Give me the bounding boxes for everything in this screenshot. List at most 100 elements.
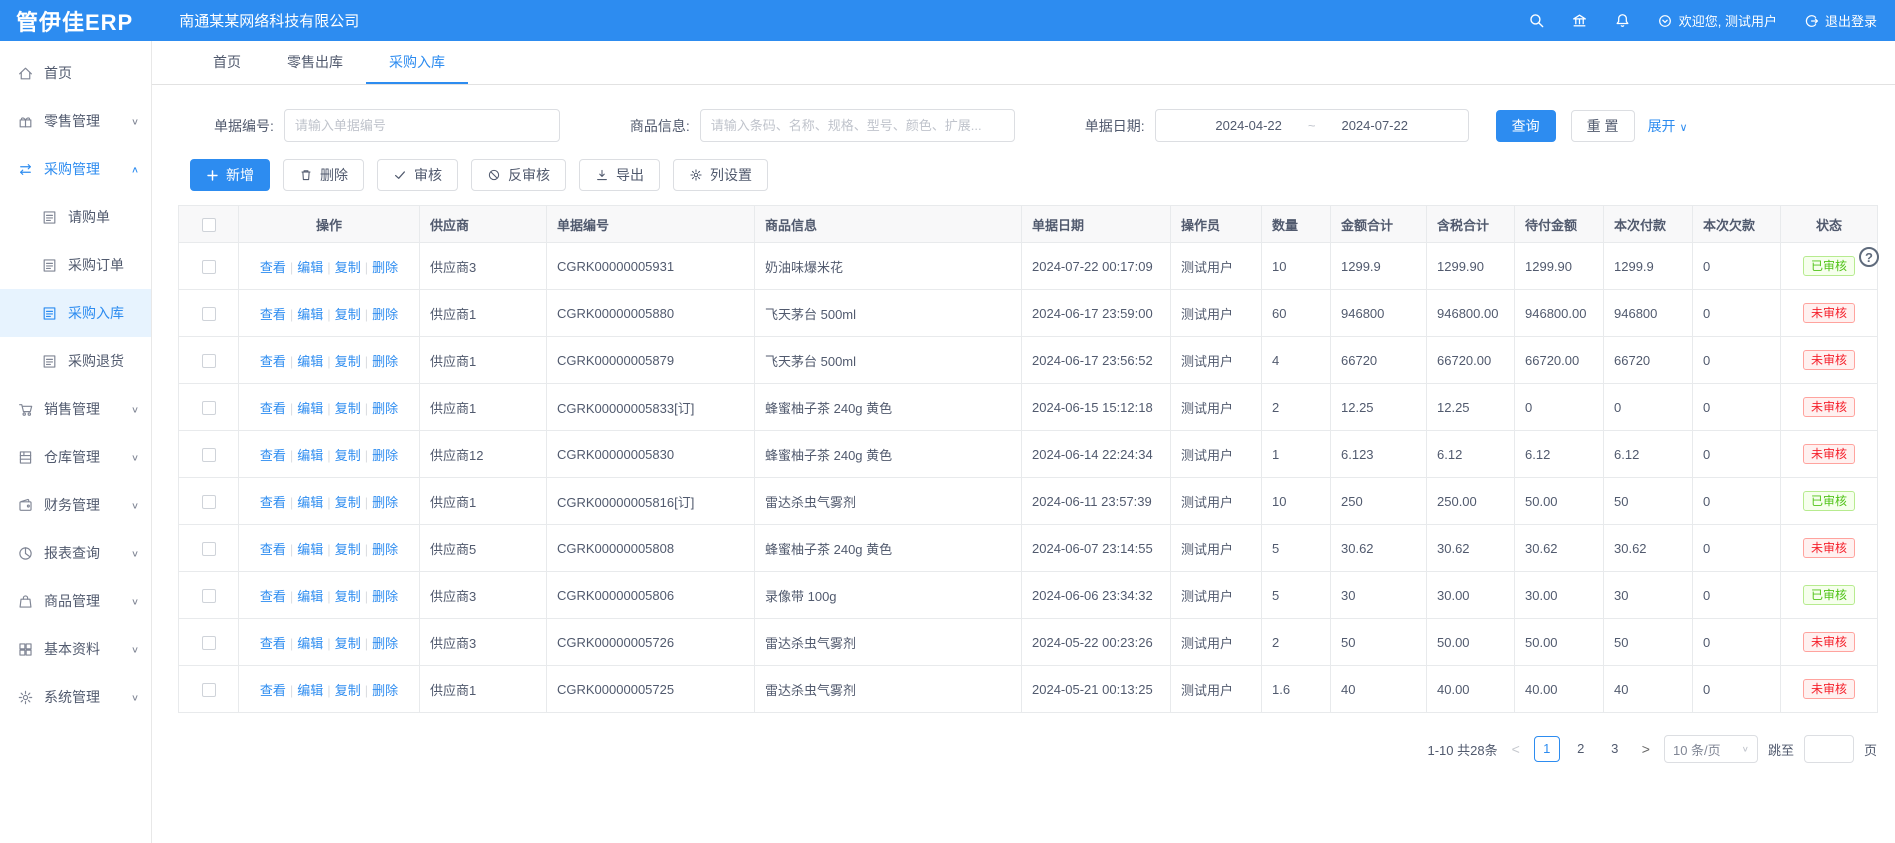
row-checkbox[interactable] — [201, 588, 216, 603]
date-range-picker[interactable]: 2024-04-22 ~ 2024-07-22 — [1154, 109, 1469, 142]
tab-purchase-inbound[interactable]: 采购入库 — [366, 41, 468, 84]
delete-link[interactable]: 删除 — [372, 635, 399, 651]
row-checkbox[interactable] — [201, 494, 216, 509]
page-number-3[interactable]: 3 — [1611, 741, 1619, 756]
edit-link[interactable]: 编辑 — [297, 588, 324, 604]
sidebar-item-finance-management[interactable]: 财务管理 ∨ — [0, 481, 151, 529]
edit-link[interactable]: 编辑 — [297, 682, 324, 698]
sidebar-item-retail-management[interactable]: 零售管理 ∨ — [0, 97, 151, 145]
export-button[interactable]: 导出 — [579, 159, 660, 191]
row-checkbox[interactable] — [201, 541, 216, 556]
edit-link[interactable]: 编辑 — [297, 447, 324, 463]
copy-link[interactable]: 复制 — [334, 447, 361, 463]
delete-link[interactable]: 删除 — [372, 494, 399, 510]
row-checkbox[interactable] — [201, 447, 216, 462]
page-size-select[interactable]: 10 条/页 ∨ — [1663, 735, 1758, 763]
cell-amount: 6.123 — [1330, 430, 1427, 478]
tab-home[interactable]: 首页 — [213, 53, 241, 70]
row-checkbox[interactable] — [201, 353, 216, 368]
sidebar-item-system-management[interactable]: 系统管理 ∨ — [0, 673, 151, 721]
row-checkbox[interactable] — [201, 400, 216, 415]
cell-amount_tax: 66720.00 — [1426, 336, 1515, 384]
delete-button[interactable]: 删除 — [283, 159, 364, 191]
copy-link[interactable]: 复制 — [334, 682, 361, 698]
tab-retail-outbound[interactable]: 零售出库 — [287, 53, 343, 70]
delete-link[interactable]: 删除 — [372, 306, 399, 322]
copy-link[interactable]: 复制 — [334, 541, 361, 557]
view-link[interactable]: 查看 — [259, 353, 286, 369]
search-icon[interactable] — [1528, 12, 1545, 29]
copy-link[interactable]: 复制 — [334, 588, 361, 604]
audit-button[interactable]: 审核 — [377, 159, 458, 191]
view-link[interactable]: 查看 — [259, 306, 286, 322]
view-link[interactable]: 查看 — [259, 588, 286, 604]
delete-link[interactable]: 删除 — [372, 588, 399, 604]
sidebar-item-goods-management[interactable]: 商品管理 ∨ — [0, 577, 151, 625]
view-link[interactable]: 查看 — [259, 447, 286, 463]
cell-operator: 测试用户 — [1170, 618, 1262, 666]
edit-link[interactable]: 编辑 — [297, 306, 324, 322]
add-button[interactable]: 新增 — [190, 159, 270, 191]
view-link[interactable]: 查看 — [259, 635, 286, 651]
copy-link[interactable]: 复制 — [334, 635, 361, 651]
sidebar-item-purchase-management[interactable]: 采购管理 ∧ — [0, 145, 151, 193]
view-link[interactable]: 查看 — [259, 400, 286, 416]
user-menu[interactable]: 欢迎您, 测试用户 — [1657, 11, 1777, 30]
page-number-2[interactable]: 2 — [1577, 741, 1585, 756]
expand-link[interactable]: 展开 ∨ — [1647, 117, 1688, 134]
delete-link[interactable]: 删除 — [372, 400, 399, 416]
edit-link[interactable]: 编辑 — [297, 353, 324, 369]
logout-button[interactable]: 退出登录 — [1803, 11, 1877, 30]
product-info-input[interactable] — [699, 109, 1015, 142]
sidebar-item-report-query[interactable]: 报表查询 ∨ — [0, 529, 151, 577]
date-from[interactable]: 2024-04-22 — [1215, 118, 1282, 133]
select-all-checkbox[interactable] — [201, 217, 216, 232]
date-to[interactable]: 2024-07-22 — [1341, 118, 1408, 133]
sidebar-item-warehouse-management[interactable]: 仓库管理 ∨ — [0, 433, 151, 481]
bell-icon[interactable] — [1614, 12, 1631, 29]
copy-link[interactable]: 复制 — [334, 306, 361, 322]
delete-link[interactable]: 删除 — [372, 353, 399, 369]
cell-date: 2024-05-21 00:13:25 — [1021, 665, 1171, 713]
prev-page-arrow[interactable]: < — [1511, 741, 1520, 757]
page-number-1[interactable]: 1 — [1533, 736, 1560, 762]
row-checkbox[interactable] — [201, 306, 216, 321]
sidebar-item-sales-management[interactable]: 销售管理 ∨ — [0, 385, 151, 433]
view-link[interactable]: 查看 — [259, 541, 286, 557]
cell-owed: 0 — [1692, 665, 1781, 713]
delete-link[interactable]: 删除 — [372, 541, 399, 557]
help-icon[interactable]: ? — [1859, 247, 1879, 267]
edit-link[interactable]: 编辑 — [297, 541, 324, 557]
delete-link[interactable]: 删除 — [372, 259, 399, 275]
bank-icon[interactable] — [1571, 12, 1588, 29]
sidebar-item-home[interactable]: 首页 — [0, 49, 151, 97]
doc-no-input[interactable] — [283, 109, 560, 142]
copy-link[interactable]: 复制 — [334, 259, 361, 275]
edit-link[interactable]: 编辑 — [297, 635, 324, 651]
edit-link[interactable]: 编辑 — [297, 494, 324, 510]
delete-link[interactable]: 删除 — [372, 682, 399, 698]
copy-link[interactable]: 复制 — [334, 353, 361, 369]
next-page-arrow[interactable]: > — [1641, 741, 1650, 757]
row-checkbox[interactable] — [201, 682, 216, 697]
view-link[interactable]: 查看 — [259, 494, 286, 510]
sidebar-item-purchase-order[interactable]: 采购订单 — [0, 241, 151, 289]
row-checkbox[interactable] — [201, 259, 216, 274]
search-button[interactable]: 查询 — [1495, 109, 1556, 142]
edit-link[interactable]: 编辑 — [297, 259, 324, 275]
delete-link[interactable]: 删除 — [372, 447, 399, 463]
sidebar-item-purchase-return[interactable]: 采购退货 — [0, 337, 151, 385]
reset-button[interactable]: 重 置 — [1570, 109, 1635, 142]
column-settings-button[interactable]: 列设置 — [673, 159, 768, 191]
sidebar-item-purchase-inbound[interactable]: 采购入库 — [0, 289, 151, 337]
sidebar-item-purchase-request[interactable]: 请购单 — [0, 193, 151, 241]
sidebar-item-basic-data[interactable]: 基本资料 ∨ — [0, 625, 151, 673]
jump-page-input[interactable] — [1803, 735, 1854, 763]
view-link[interactable]: 查看 — [259, 682, 286, 698]
copy-link[interactable]: 复制 — [334, 400, 361, 416]
edit-link[interactable]: 编辑 — [297, 400, 324, 416]
row-checkbox[interactable] — [201, 635, 216, 650]
unaudit-button[interactable]: 反审核 — [471, 159, 566, 191]
copy-link[interactable]: 复制 — [334, 494, 361, 510]
view-link[interactable]: 查看 — [259, 259, 286, 275]
